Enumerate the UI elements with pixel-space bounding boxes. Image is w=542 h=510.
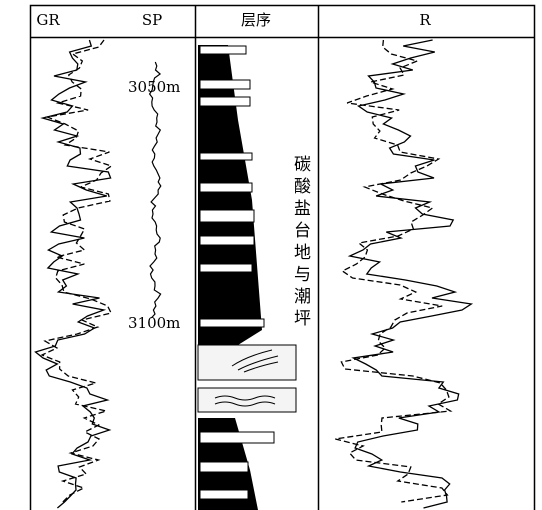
- sp-curve: [148, 61, 162, 319]
- r-curve-dashed: [335, 39, 453, 503]
- lithology-sand: [197, 344, 297, 381]
- lithology-ripples: [214, 349, 279, 407]
- frame: [29, 4, 536, 510]
- header-sequence: 层序: [241, 11, 271, 29]
- depth-label: 3100m: [128, 314, 180, 332]
- header-r: R: [419, 11, 431, 29]
- header-gr: GR: [36, 11, 60, 29]
- header-sp: SP: [142, 11, 162, 29]
- r-curve: [347, 39, 474, 509]
- facies-label: 碳酸盐台地与潮坪: [290, 155, 310, 331]
- gr-curve: [34, 39, 112, 509]
- gr-curve-dashed: [40, 39, 113, 503]
- depth-label: 3050m: [128, 78, 180, 96]
- lithology-dark: [198, 45, 262, 345]
- lithology-layers: [199, 45, 275, 500]
